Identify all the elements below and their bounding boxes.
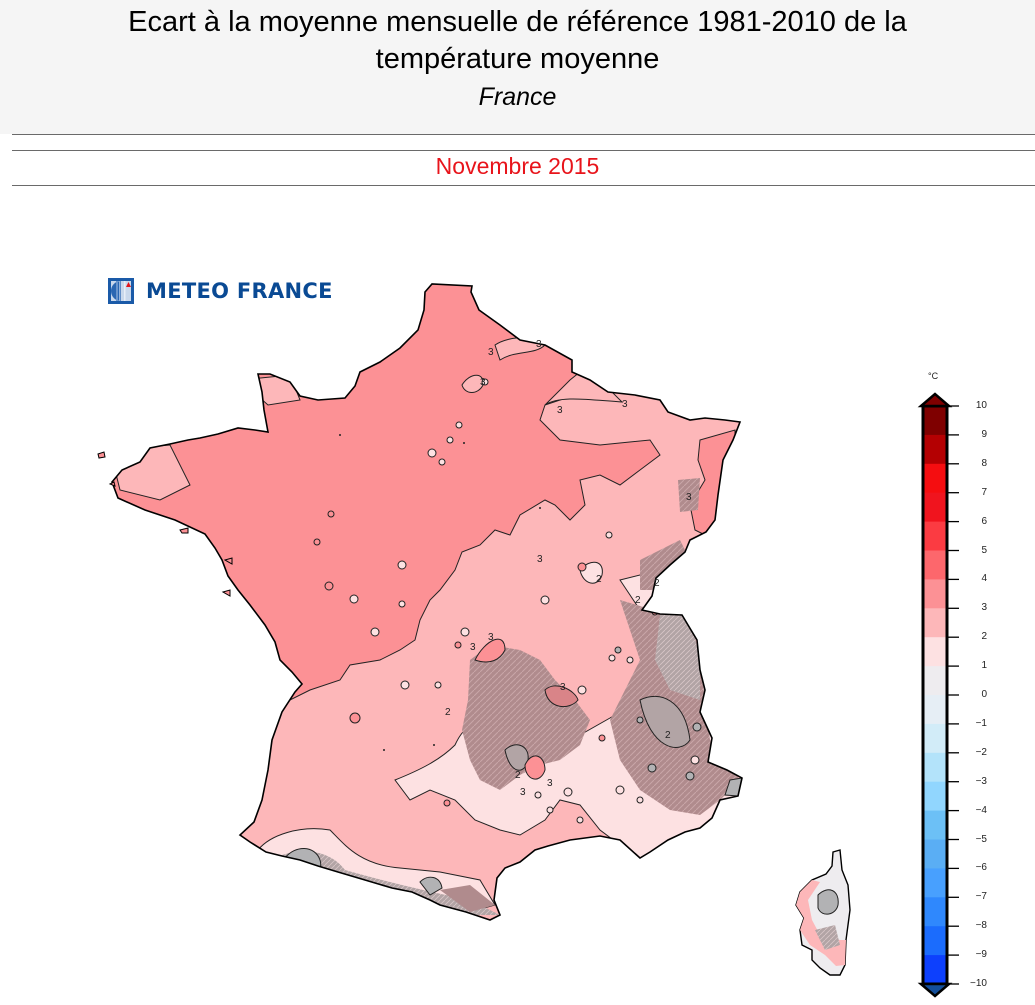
- svg-text:2: 2: [515, 770, 521, 781]
- title-line-2: température moyenne: [375, 43, 660, 75]
- color-bin: [923, 955, 947, 985]
- tick-label: −5: [975, 833, 987, 845]
- anomaly-contours: [112, 284, 742, 920]
- svg-text:3: 3: [536, 339, 542, 350]
- tick-label: 7: [981, 486, 987, 498]
- color-bin: [923, 868, 947, 898]
- svg-text:2: 2: [635, 595, 641, 606]
- color-bin: [923, 492, 947, 523]
- color-bin: [923, 406, 947, 436]
- svg-text:2: 2: [445, 707, 451, 718]
- tick-label: 5: [981, 544, 987, 556]
- meteo-france-logo: METEO FRANCE: [108, 278, 333, 304]
- tick-label: −6: [975, 862, 987, 874]
- meteo-france-logo-icon: [108, 278, 134, 304]
- tick-label: −4: [975, 804, 987, 816]
- svg-text:2: 2: [596, 574, 602, 585]
- tick-label: 9: [981, 428, 987, 440]
- tick-label: 2: [981, 631, 987, 643]
- color-bin: [923, 839, 947, 869]
- svg-text:3: 3: [686, 492, 692, 503]
- tick-label: −2: [975, 746, 987, 758]
- divider: [12, 185, 1035, 186]
- svg-text:3: 3: [547, 778, 553, 789]
- color-scale-bar: [917, 392, 959, 998]
- corsica: [795, 849, 851, 976]
- divider: [12, 134, 1035, 135]
- tick-label: 0: [981, 689, 987, 700]
- color-bin: [923, 781, 947, 812]
- tick-label: 10: [975, 400, 987, 411]
- svg-text:3: 3: [488, 347, 494, 358]
- meteo-france-logo-text: METEO FRANCE: [146, 279, 333, 303]
- color-bin: [923, 810, 947, 840]
- tick-label: −3: [975, 775, 987, 787]
- over-range-arrow-icon: [917, 392, 953, 408]
- svg-text:2: 2: [654, 578, 660, 589]
- color-bin: [923, 608, 947, 638]
- under-range-arrow-icon: [917, 982, 953, 998]
- tick-label: −7: [975, 891, 987, 903]
- color-bin: [923, 695, 947, 725]
- svg-text:3: 3: [470, 642, 476, 653]
- color-bin: [923, 434, 947, 465]
- color-bin: [923, 897, 947, 927]
- svg-text:2: 2: [665, 730, 671, 741]
- period-label: Novembre 2015: [435, 153, 600, 179]
- tick-label: 3: [981, 602, 987, 614]
- tick-label: 1: [981, 660, 987, 672]
- tick-label: −10: [970, 978, 987, 989]
- color-bin: [923, 637, 947, 667]
- page-title: Ecart à la moyenne mensuelle de référenc…: [0, 4, 1035, 78]
- svg-text:3: 3: [557, 405, 563, 416]
- color-bin: [923, 723, 947, 754]
- tick-label: −9: [975, 949, 987, 961]
- color-bin: [923, 550, 947, 580]
- svg-text:3: 3: [537, 554, 543, 565]
- unit-label: °C: [928, 371, 939, 381]
- color-bin: [923, 752, 947, 783]
- tick-label: 8: [981, 457, 987, 469]
- tick-label: 6: [981, 515, 987, 527]
- tick-label: −1: [975, 717, 987, 729]
- svg-text:3: 3: [520, 787, 526, 798]
- color-bin: [923, 463, 947, 494]
- color-bin: [923, 666, 947, 696]
- svg-text:3: 3: [480, 377, 486, 388]
- color-bin: [923, 521, 947, 551]
- tick-label: 4: [981, 573, 987, 585]
- header-panel: [0, 0, 1035, 134]
- color-bin: [923, 579, 947, 609]
- color-scale-legend: °C 10 9 8 7 6 5 4 3 2 1 0 −1 −2 −3 −4 −5 −6 −7 −8 −9 −10: [910, 368, 1035, 1005]
- svg-text:3: 3: [488, 632, 494, 643]
- svg-text:3: 3: [560, 682, 566, 693]
- tick-label: −8: [975, 920, 987, 932]
- svg-text:3: 3: [622, 399, 628, 410]
- color-bin: [923, 926, 947, 956]
- contour-labels: 3 3 3 3 3 3 2 2 2 2 3 2 3 3 3 3 2 3: [445, 339, 692, 798]
- title-line-1: Ecart à la moyenne mensuelle de référenc…: [128, 6, 907, 38]
- region-subtitle: France: [478, 83, 557, 111]
- divider: [12, 150, 1035, 151]
